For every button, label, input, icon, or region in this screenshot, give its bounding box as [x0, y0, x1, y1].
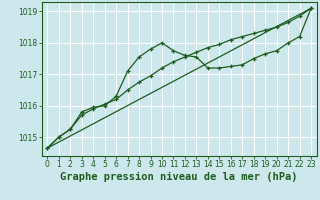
X-axis label: Graphe pression niveau de la mer (hPa): Graphe pression niveau de la mer (hPa)	[60, 172, 298, 182]
